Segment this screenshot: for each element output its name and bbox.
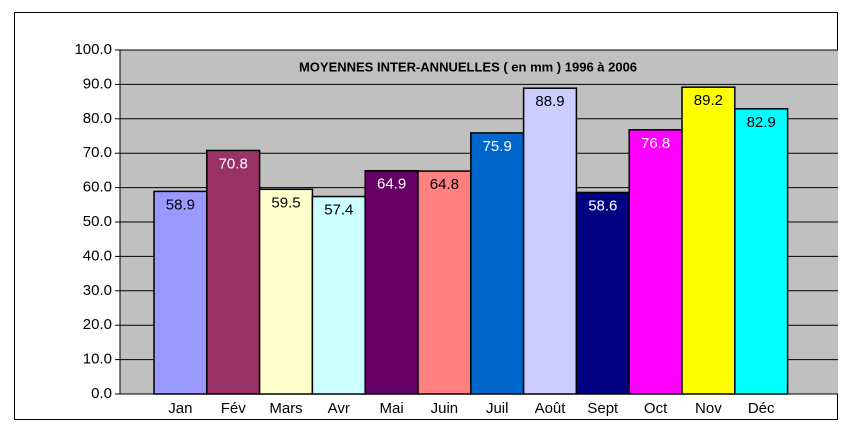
data-label: 75.9 [483,138,512,155]
bar [417,170,472,395]
data-label: 82.9 [747,114,776,131]
x-tick-label: Mars [269,400,302,417]
x-tick-label: Mai [380,400,404,417]
bar [681,86,736,395]
x-tick-label: Fév [221,400,247,417]
bar [364,169,419,395]
y-tick-label: 60.0 [83,179,112,196]
y-tick-label: 50.0 [83,213,112,230]
data-label: 58.6 [588,197,617,214]
y-tick-label: 0.0 [91,385,112,402]
x-tick-label: Nov [695,400,722,417]
y-tick-label: 100.0 [74,41,112,58]
data-label: 64.8 [430,176,459,193]
bar [153,190,208,395]
data-label: 70.8 [219,155,248,172]
bar [258,188,314,395]
bar [470,132,525,395]
x-tick-label: Déc [748,400,775,417]
bars [153,86,789,395]
x-tick-label: Juil [486,400,509,417]
bar [628,129,683,395]
data-label: 57.4 [324,202,353,219]
data-label: 88.9 [535,93,564,110]
bar [522,87,578,395]
bar [734,108,789,395]
data-label: 64.9 [377,176,406,193]
bar [575,191,630,395]
x-tick-label: Avr [328,400,350,417]
data-label: 76.8 [641,135,670,152]
y-tick-label: 40.0 [83,247,112,264]
data-label: 89.2 [694,92,723,109]
x-tick-label: Sept [587,400,619,417]
x-tick-label: Jan [168,400,192,417]
data-label: 58.9 [166,196,195,213]
y-tick-label: 20.0 [83,316,112,333]
y-tick-label: 30.0 [83,282,112,299]
y-tick-label: 90.0 [83,75,112,92]
y-tick-label: 80.0 [83,110,112,127]
x-tick-label: Oct [644,400,668,417]
chart-title: MOYENNES INTER-ANNUELLES ( en mm ) 1996 … [299,59,637,74]
x-tick-label: Juin [431,400,459,417]
y-tick-label: 10.0 [83,351,112,368]
bar [206,149,261,395]
x-tick-label: Août [535,400,567,417]
bar [311,195,366,395]
data-label: 59.5 [271,194,300,211]
y-tick-label: 70.0 [83,144,112,161]
